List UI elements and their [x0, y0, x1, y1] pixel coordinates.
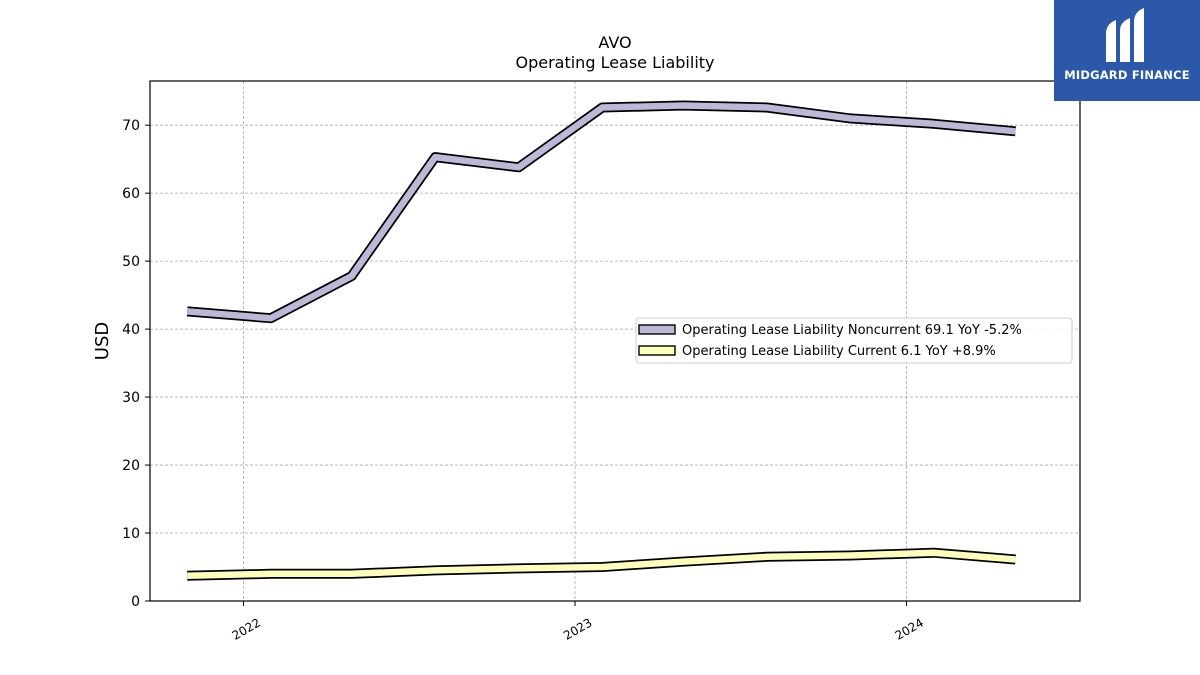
series-line-noncurrent	[186, 102, 1016, 322]
legend: Operating Lease Liability Noncurrent 69.…	[635, 317, 1073, 364]
chart-title: AVO	[598, 33, 631, 52]
legend-label-current: Operating Lease Liability Current 6.1 Yo…	[682, 344, 996, 359]
series-line-noncurrent-outline	[186, 100, 1016, 324]
y-tick-label: 10	[122, 526, 140, 542]
y-tick-label: 0	[131, 594, 140, 610]
legend-box	[635, 317, 1073, 364]
y-axis-label: USD	[92, 322, 113, 360]
logo-mark-icon	[1106, 8, 1144, 62]
legend-label-noncurrent: Operating Lease Liability Noncurrent 69.…	[682, 323, 1022, 338]
chart-subtitle: Operating Lease Liability	[515, 53, 714, 72]
y-tick-label: 40	[122, 322, 140, 338]
legend-swatch-noncurrent	[638, 324, 676, 335]
y-tick-label: 20	[122, 458, 140, 474]
x-tick-label: 2022	[230, 615, 263, 642]
y-tick-label: 50	[122, 254, 140, 270]
x-tick-label: 2023	[561, 615, 594, 642]
legend-swatch-current	[638, 345, 676, 356]
x-axis: 2022 2023 2024	[230, 601, 926, 643]
y-tick-label: 30	[122, 390, 140, 406]
series-line-current	[187, 549, 1016, 580]
y-tick-label: 70	[122, 118, 140, 134]
y-tick-label: 60	[122, 186, 140, 202]
plot-frame	[149, 80, 1081, 602]
y-axis: 0 10 20 30 40 50 60 70	[122, 118, 150, 610]
midgard-finance-logo: MIDGARD FINANCE	[1054, 0, 1200, 101]
series-layer	[186, 100, 1016, 581]
x-tick-label: 2024	[893, 615, 926, 642]
logo-text: MIDGARD FINANCE	[1064, 68, 1190, 82]
